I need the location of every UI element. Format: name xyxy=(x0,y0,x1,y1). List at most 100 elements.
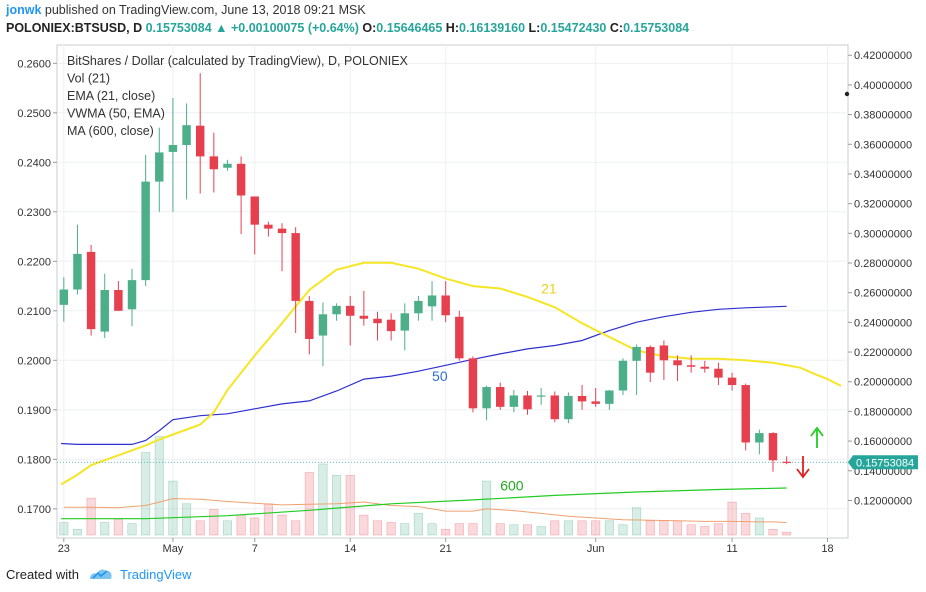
candle-down xyxy=(659,340,669,381)
volume-bar xyxy=(536,526,546,536)
close-value: 0.15753084 xyxy=(623,21,690,35)
candle-down xyxy=(646,345,655,383)
volume-bar xyxy=(700,526,710,536)
up-arrow-icon: ▲ xyxy=(215,21,228,35)
last-price: 0.15753084 xyxy=(145,21,212,35)
volume-bar xyxy=(332,475,342,536)
volume-bar xyxy=(222,520,233,536)
candle-body xyxy=(618,360,628,391)
x-axis-tick-label: 18 xyxy=(821,543,833,555)
candle-up xyxy=(400,303,409,351)
left-axis-tick-label: 0.2300 xyxy=(17,207,51,219)
crosshair-dot xyxy=(844,91,850,97)
candle-up xyxy=(509,390,519,413)
right-axis-tick-label: 0.26000000 xyxy=(854,288,912,300)
candle-up xyxy=(223,159,232,171)
candle-body xyxy=(686,365,696,367)
volume-layer xyxy=(59,436,792,536)
volume-bar xyxy=(141,452,151,536)
volume-ma-line xyxy=(63,498,787,523)
volume-bar xyxy=(495,523,505,536)
volume-bar xyxy=(291,520,301,536)
right-axis-tick-label: 0.24000000 xyxy=(854,317,912,329)
candle-body xyxy=(209,156,219,170)
volume-bar xyxy=(236,514,246,536)
tradingview-logo-icon[interactable] xyxy=(89,567,113,584)
tradingview-brand[interactable]: TradingView xyxy=(120,567,192,582)
volume-bar xyxy=(591,520,601,536)
candle-body xyxy=(646,346,655,373)
left-axis-tick-label: 0.1700 xyxy=(17,504,51,516)
candle-body xyxy=(141,181,150,281)
candle-up xyxy=(605,390,614,410)
candle-body xyxy=(345,305,355,316)
right-axis-tick-label: 0.40000000 xyxy=(854,80,912,92)
volume-bar xyxy=(645,520,655,536)
volume-bar xyxy=(113,518,123,536)
volume-bar xyxy=(277,514,287,536)
candle-body xyxy=(223,163,232,168)
volume-bar xyxy=(659,520,669,536)
candle-up xyxy=(482,385,491,421)
candle-body xyxy=(564,395,573,420)
left-axis-tick-label: 0.1900 xyxy=(17,405,51,417)
left-axis-tick-label: 0.2100 xyxy=(17,306,51,318)
candle-up xyxy=(632,344,641,395)
volume-bar xyxy=(345,475,355,536)
candle-up xyxy=(332,303,341,321)
x-axis-tick-label: Jun xyxy=(587,543,605,555)
publisher-username[interactable]: jonwk xyxy=(6,3,42,17)
open-value: 0.15646465 xyxy=(376,21,443,35)
volume-bar xyxy=(686,524,696,536)
footer: Created with TradingView xyxy=(6,567,192,584)
candle-up xyxy=(182,103,191,200)
right-axis-tick-label: 0.12000000 xyxy=(854,495,912,507)
legend-layer: BitShares / Dollar (calculated by Tradin… xyxy=(67,54,557,493)
volume-bar xyxy=(209,509,219,536)
left-axis-tick-label: 0.2400 xyxy=(17,157,51,169)
candle-body xyxy=(700,366,710,369)
candle-body xyxy=(673,360,682,366)
candle-down xyxy=(114,281,123,311)
volume-bar xyxy=(782,531,792,536)
right-axis-tick-label: 0.20000000 xyxy=(854,377,912,389)
volume-bar xyxy=(59,522,69,536)
volume-bar xyxy=(454,523,464,536)
candle-body xyxy=(591,401,600,404)
candle-body xyxy=(195,125,205,157)
right-axis-tick-label: 0.36000000 xyxy=(854,139,912,151)
candle-down xyxy=(345,295,355,346)
candle-down xyxy=(686,355,696,373)
volume-bar xyxy=(318,463,328,536)
symbol-name: POLONIEX:BTSUSD, D xyxy=(6,21,143,35)
volume-bar xyxy=(250,517,260,536)
vwma50-line xyxy=(61,305,787,445)
right-axis-tick-label: 0.18000000 xyxy=(854,406,912,418)
volume-bar xyxy=(618,524,628,536)
candle-body xyxy=(782,461,791,463)
last-price-tag: 0.15753084 xyxy=(848,455,918,470)
candle-body xyxy=(182,125,191,145)
candle-down xyxy=(195,73,205,194)
volume-bar xyxy=(468,523,478,536)
candle-body xyxy=(414,300,423,314)
candle-up xyxy=(127,268,137,327)
right-axis-tick-label: 0.38000000 xyxy=(854,110,912,122)
volume-bar xyxy=(195,520,205,536)
candle-body xyxy=(277,228,287,234)
candle-up xyxy=(536,388,546,405)
volume-bar xyxy=(86,497,96,536)
markers-layer xyxy=(796,91,850,479)
candle-body xyxy=(400,313,409,331)
volume-bar xyxy=(182,503,192,536)
legend-entry: EMA (21, close) xyxy=(67,89,155,103)
candle-body xyxy=(755,433,764,443)
candle-up xyxy=(618,358,628,395)
candle-down xyxy=(305,295,314,355)
volume-bar xyxy=(154,436,164,536)
volume-bar xyxy=(359,514,369,536)
candle-body xyxy=(482,387,491,409)
candle-down xyxy=(496,382,505,410)
candle-body xyxy=(114,290,123,311)
